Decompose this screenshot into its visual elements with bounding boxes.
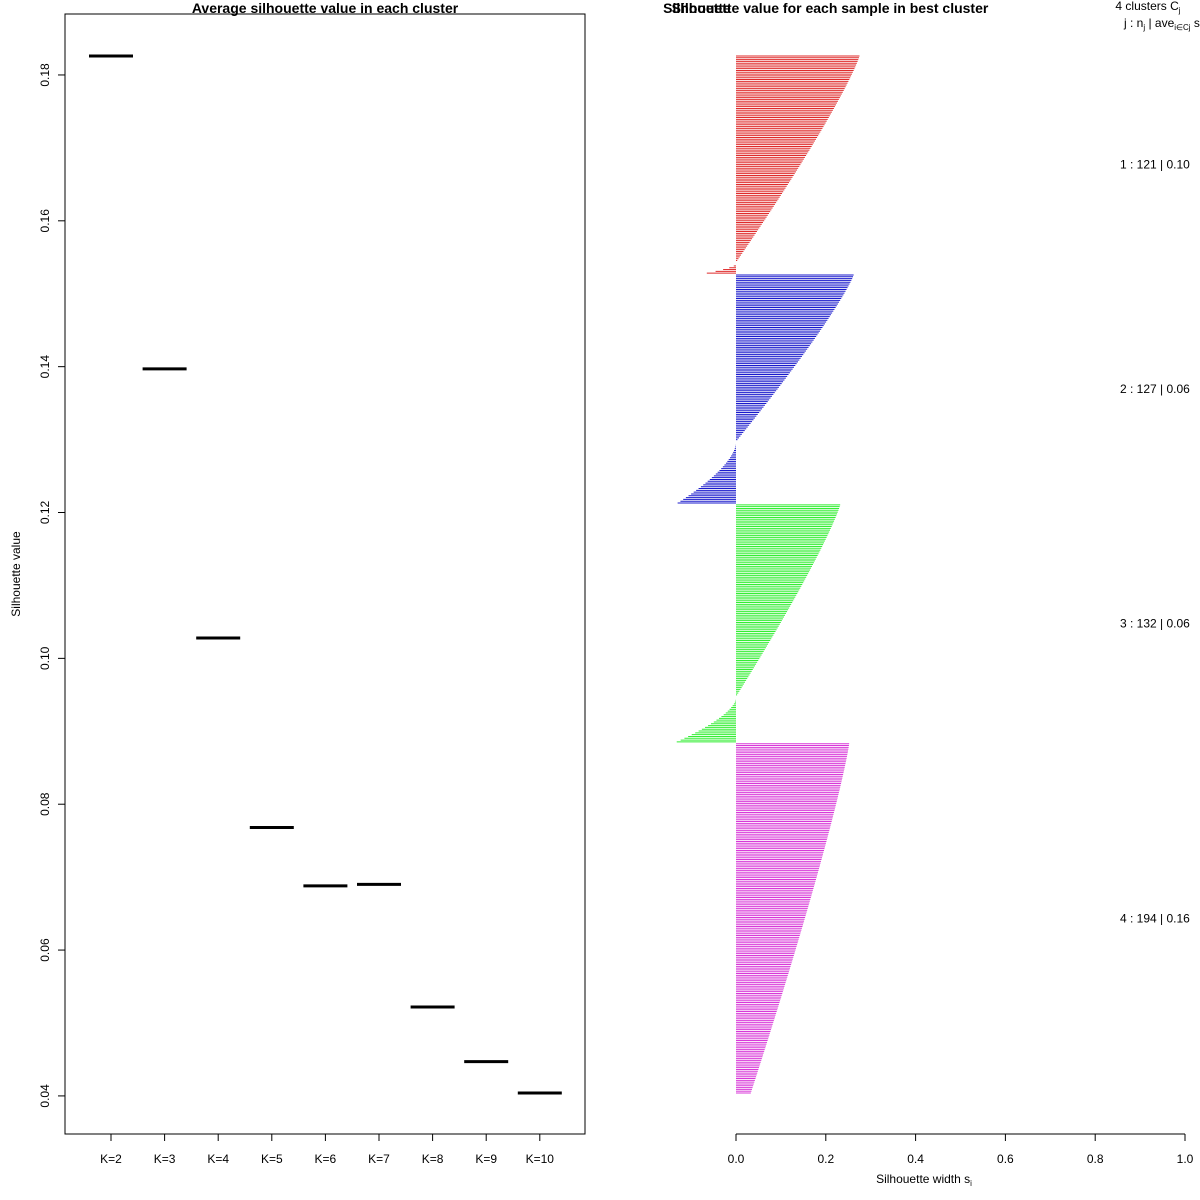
cluster-3-label: 3 : 132 | 0.06 — [1120, 616, 1190, 630]
cluster-4-label: 4 : 194 | 0.16 — [1120, 911, 1190, 925]
cluster-1-bars — [706, 55, 860, 274]
right-silhouette-bars — [676, 55, 860, 1094]
left-y-tick-label: 0.10 — [38, 646, 52, 670]
left-panel: Average silhouette value in each cluster… — [9, 0, 586, 1166]
cluster-1-label: 1 : 121 | 0.10 — [1120, 158, 1190, 172]
cluster-4-bars — [736, 743, 850, 1094]
right-x-axis-label: Silhouette width si — [876, 1172, 972, 1188]
left-x-tick-label: K=8 — [422, 1152, 444, 1166]
left-y-tick-label: 0.08 — [38, 792, 52, 816]
legend-header-line2-sub: j — [1142, 23, 1145, 32]
left-x-tick-label: K=7 — [368, 1152, 390, 1166]
left-x-tick-label: K=3 — [154, 1152, 176, 1166]
left-plot-frame — [64, 13, 586, 1135]
left-x-tick-label: K=10 — [526, 1152, 555, 1166]
left-x-axis: K=2 K=3 K=4 K=5 K=6 K=7 K=8 K=9 K=10 — [100, 1133, 555, 1166]
right-x-axis-label-sub: i — [970, 1179, 972, 1188]
left-y-tick-label: 0.04 — [38, 1084, 52, 1108]
right-x-axis-label-text: Silhouette width s — [876, 1172, 970, 1186]
cluster-2-bars — [677, 274, 854, 504]
left-x-tick-label: K=2 — [100, 1152, 122, 1166]
right-x-tick-label: 0.8 — [1087, 1152, 1104, 1166]
legend-header-line1: 4 clusters Cj — [1115, 0, 1180, 15]
legend-header-line2: j : nj | avei∈Cj s — [1123, 16, 1200, 32]
left-y-tick-label: 0.16 — [38, 209, 52, 233]
left-x-tick-label: K=9 — [475, 1152, 497, 1166]
cluster-3-bars — [676, 504, 841, 743]
cluster-2-label: 2 : 127 | 0.06 — [1120, 382, 1190, 396]
legend-header-line1-text: 4 clusters C — [1115, 0, 1179, 13]
right-x-tick-label: 0.0 — [728, 1152, 745, 1166]
left-x-tick-label: K=5 — [261, 1152, 283, 1166]
left-x-tick-label: K=4 — [207, 1152, 229, 1166]
legend-header-line1-sub: j — [1178, 6, 1181, 15]
legend-header-line2-b: | ave — [1145, 16, 1174, 30]
left-y-tick-label: 0.18 — [38, 63, 52, 87]
right-x-tick-label: 0.6 — [997, 1152, 1014, 1166]
right-x-tick-label: 1.0 — [1177, 1152, 1194, 1166]
left-y-tick-label: 0.14 — [38, 355, 52, 379]
right-cluster-labels: 1 : 121 | 0.10 2 : 127 | 0.06 3 : 132 | 0.… — [1120, 158, 1190, 926]
left-y-tick-label: 0.06 — [38, 938, 52, 962]
right-x-tick-label: 0.4 — [907, 1152, 924, 1166]
right-panel: Silhouette value for each sample in best… — [663, 0, 1200, 1188]
left-x-tick-label: K=6 — [315, 1152, 337, 1166]
left-chart-title: Average silhouette value in each cluster — [192, 0, 459, 16]
left-y-axis: 0.04 0.06 0.08 0.10 0.12 0.14 0.16 0.18 — [38, 63, 66, 1108]
left-y-axis-label: Silhouette value — [9, 531, 23, 617]
right-overlay-title: Silhouette — [663, 0, 731, 16]
left-data-marks — [89, 54, 562, 1095]
legend-header-line2-a: j : n — [1123, 16, 1143, 30]
left-y-tick-label: 0.12 — [38, 501, 52, 525]
right-chart-title: Silhouette value for each sample in best… — [672, 0, 989, 16]
right-x-tick-label: 0.2 — [817, 1152, 834, 1166]
right-x-axis: 0.0 0.2 0.4 0.6 0.8 1.0 — [728, 1133, 1194, 1166]
legend-header-line2-sub2: i∈Cj — [1174, 23, 1191, 32]
legend-header-line2-c: s — [1191, 16, 1200, 30]
